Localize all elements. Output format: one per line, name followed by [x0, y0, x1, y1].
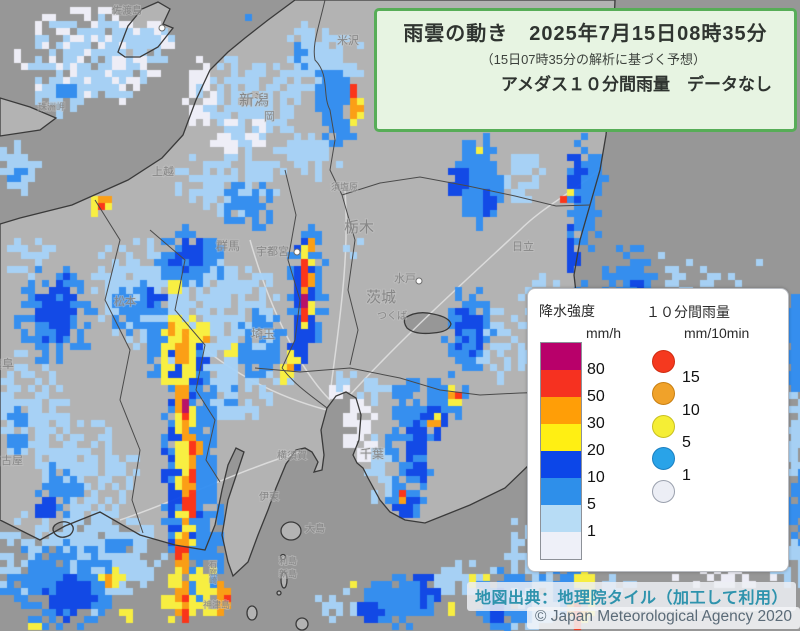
intensity-scale-label: 5	[587, 496, 596, 513]
intensity-scale-label: 10	[587, 469, 605, 486]
rain-amount-dot	[652, 479, 675, 503]
intensity-scale-label: 20	[587, 442, 605, 459]
intensity-scale-segment	[541, 478, 581, 505]
precip-intensity-title: 降水強度	[539, 303, 595, 319]
rain-amount-dot	[652, 349, 675, 373]
forecast-title: 雨雲の動き 2025年7月15日08時35分	[403, 23, 768, 45]
intensity-scale-segment	[541, 532, 581, 559]
intensity-scale-segment	[541, 451, 581, 478]
intensity-scale-segment	[541, 424, 581, 451]
rain-amount-dot	[652, 414, 675, 438]
rain-amount-dot	[652, 382, 675, 405]
ten-min-rain-unit: mm/10min	[684, 325, 750, 341]
rain-amount-label: 15	[682, 369, 700, 386]
intensity-scale-label: 80	[587, 361, 605, 378]
map-source-attribution: 地図出典：地理院タイル（加工して利用）	[466, 582, 796, 611]
intensity-scale-segment	[541, 397, 581, 424]
rain-amount-dot	[652, 447, 675, 470]
intensity-scale-label: 30	[587, 415, 605, 432]
precip-intensity-unit: mm/h	[586, 325, 621, 341]
intensity-color-scale	[540, 342, 582, 560]
amedas-status: アメダス１０分間雨量 データなし	[500, 75, 772, 94]
rain-amount-label: 5	[682, 434, 691, 451]
rain-amount-label: 10	[682, 401, 700, 419]
ten-min-rain-title: １０分間雨量	[646, 304, 730, 320]
rain-amount-label: 1	[682, 466, 691, 484]
intensity-scale-label: 50	[587, 388, 605, 405]
intensity-scale-segment	[541, 505, 581, 532]
forecast-info-box: 雨雲の動き 2025年7月15日08時35分 （15日07時35分の解析に基づく…	[374, 8, 797, 132]
intensity-scale-label: 1	[587, 523, 596, 540]
legend-panel: 降水強度 mm/h 80 50 30 20 10 5 1 １０分間雨量 mm/10min 1…	[527, 288, 789, 572]
intensity-scale-segment	[541, 343, 581, 370]
forecast-basis-note: （15日07時35分の解析に基づく予想）	[480, 52, 706, 67]
intensity-scale-segment	[541, 370, 581, 397]
copyright-attribution: © Japan Meteorological Agency 2020	[526, 607, 800, 629]
